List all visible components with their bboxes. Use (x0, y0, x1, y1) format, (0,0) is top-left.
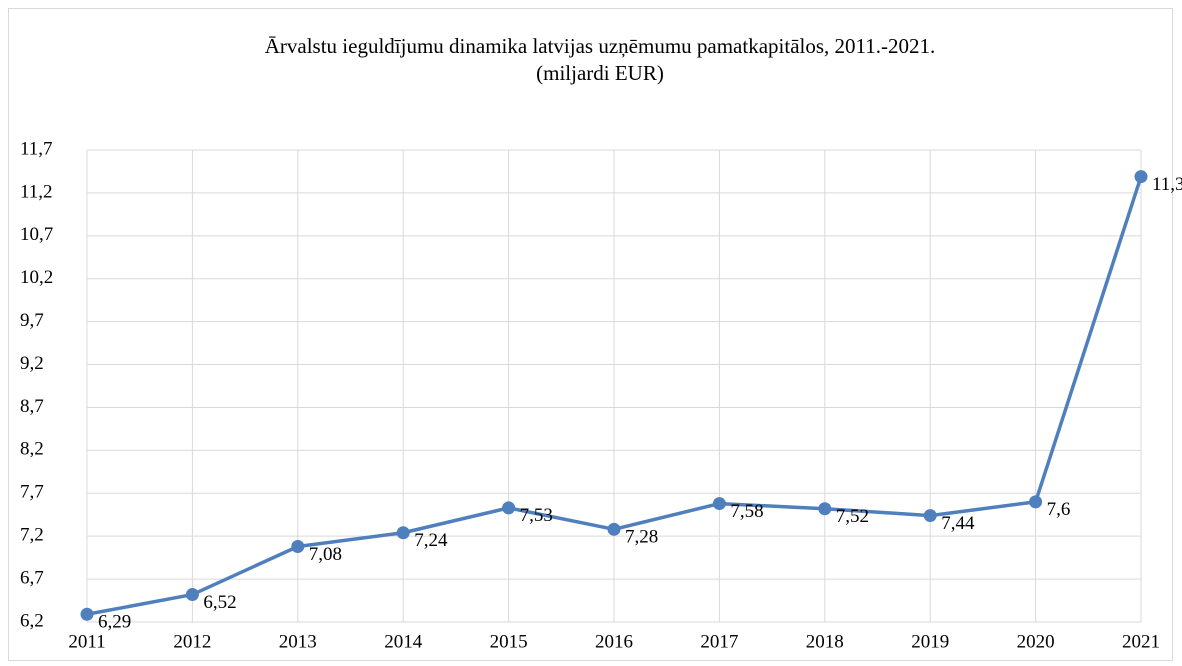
data-label: 7,53 (520, 505, 553, 526)
x-tick-label: 2013 (279, 631, 317, 652)
y-tick-label: 6,7 (20, 567, 44, 588)
y-tick-label: 11,7 (20, 138, 53, 159)
x-tick-label: 2014 (384, 631, 423, 652)
data-label: 7,28 (625, 527, 658, 548)
point (607, 522, 621, 536)
chart-subtitle: (miljardi EUR) (536, 61, 664, 85)
point (291, 539, 305, 553)
y-tick-label: 11,2 (20, 181, 53, 202)
point (396, 526, 410, 540)
x-tick-label: 2011 (68, 631, 105, 652)
chart-title: Ārvalstu ieguldījumu dinamika latvijas u… (265, 34, 936, 58)
chart-border (8, 8, 1173, 661)
y-tick-label: 7,7 (20, 482, 44, 503)
y-tick-label: 8,7 (20, 396, 44, 417)
x-tick-label: 2012 (173, 631, 211, 652)
data-label: 7,44 (941, 513, 975, 534)
y-tick-label: 10,7 (20, 224, 53, 245)
point (502, 501, 516, 515)
x-tick-label: 2017 (700, 631, 738, 652)
data-label: 7,58 (730, 501, 763, 522)
point (923, 509, 937, 523)
x-tick-label: 2015 (490, 631, 528, 652)
data-label: 7,52 (836, 506, 869, 527)
data-label: 6,52 (203, 592, 236, 613)
point (185, 588, 199, 602)
x-tick-label: 2018 (806, 631, 844, 652)
y-tick-label: 8,2 (20, 439, 44, 460)
x-tick-label: 2021 (1122, 631, 1160, 652)
x-tick-label: 2016 (595, 631, 633, 652)
data-label: 7,6 (1047, 499, 1071, 520)
point (712, 497, 726, 511)
point (80, 607, 94, 621)
data-label: 11,39 (1152, 174, 1182, 195)
y-tick-label: 9,2 (20, 353, 44, 374)
point (1029, 495, 1043, 509)
y-tick-label: 6,2 (20, 610, 44, 631)
point (1134, 170, 1148, 184)
y-tick-label: 9,7 (20, 310, 44, 331)
data-label: 7,08 (309, 544, 342, 565)
x-tick-label: 2020 (1017, 631, 1055, 652)
x-tick-label: 2019 (911, 631, 949, 652)
y-tick-label: 7,2 (20, 525, 44, 546)
y-tick-label: 10,2 (20, 267, 53, 288)
data-label: 7,24 (414, 530, 448, 551)
point (818, 502, 832, 516)
data-label: 6,29 (98, 612, 131, 633)
